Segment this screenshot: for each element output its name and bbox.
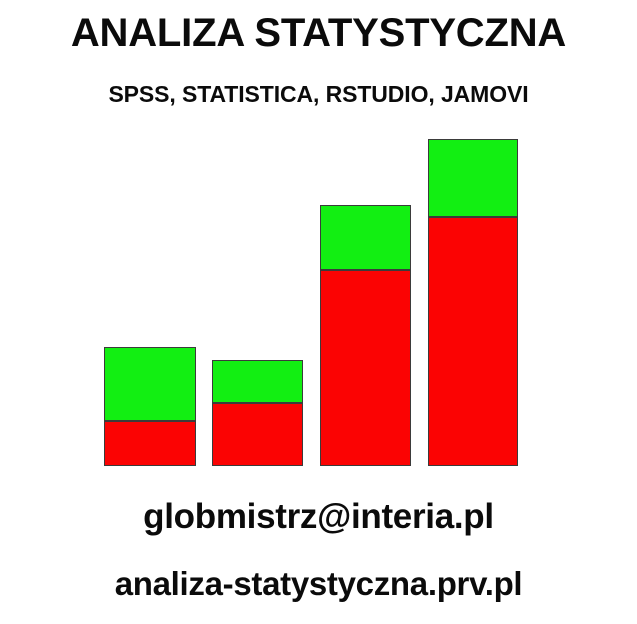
bar-3 (320, 205, 411, 466)
bar-4 (428, 139, 518, 466)
page-subtitle: SPSS, STATISTICA, RSTUDIO, JAMOVI (108, 81, 529, 107)
bar-1 (104, 347, 196, 466)
bar-2-segment-green (212, 360, 303, 403)
bar-2-segment-red (212, 403, 303, 466)
bar-1-segment-green (104, 347, 196, 421)
page-title: ANALIZA STATYSTYCZNA (70, 11, 567, 55)
contact-email: globmistrz@interia.pl (143, 497, 494, 536)
website-url: analiza-statystyczna.prv.pl (114, 565, 523, 602)
bar-4-segment-red (428, 217, 518, 466)
bar-4-segment-green (428, 139, 518, 217)
bar-3-segment-red (320, 270, 411, 466)
bar-3-segment-green (320, 205, 411, 270)
bar-2 (212, 360, 303, 466)
bar-1-segment-red (104, 421, 196, 466)
